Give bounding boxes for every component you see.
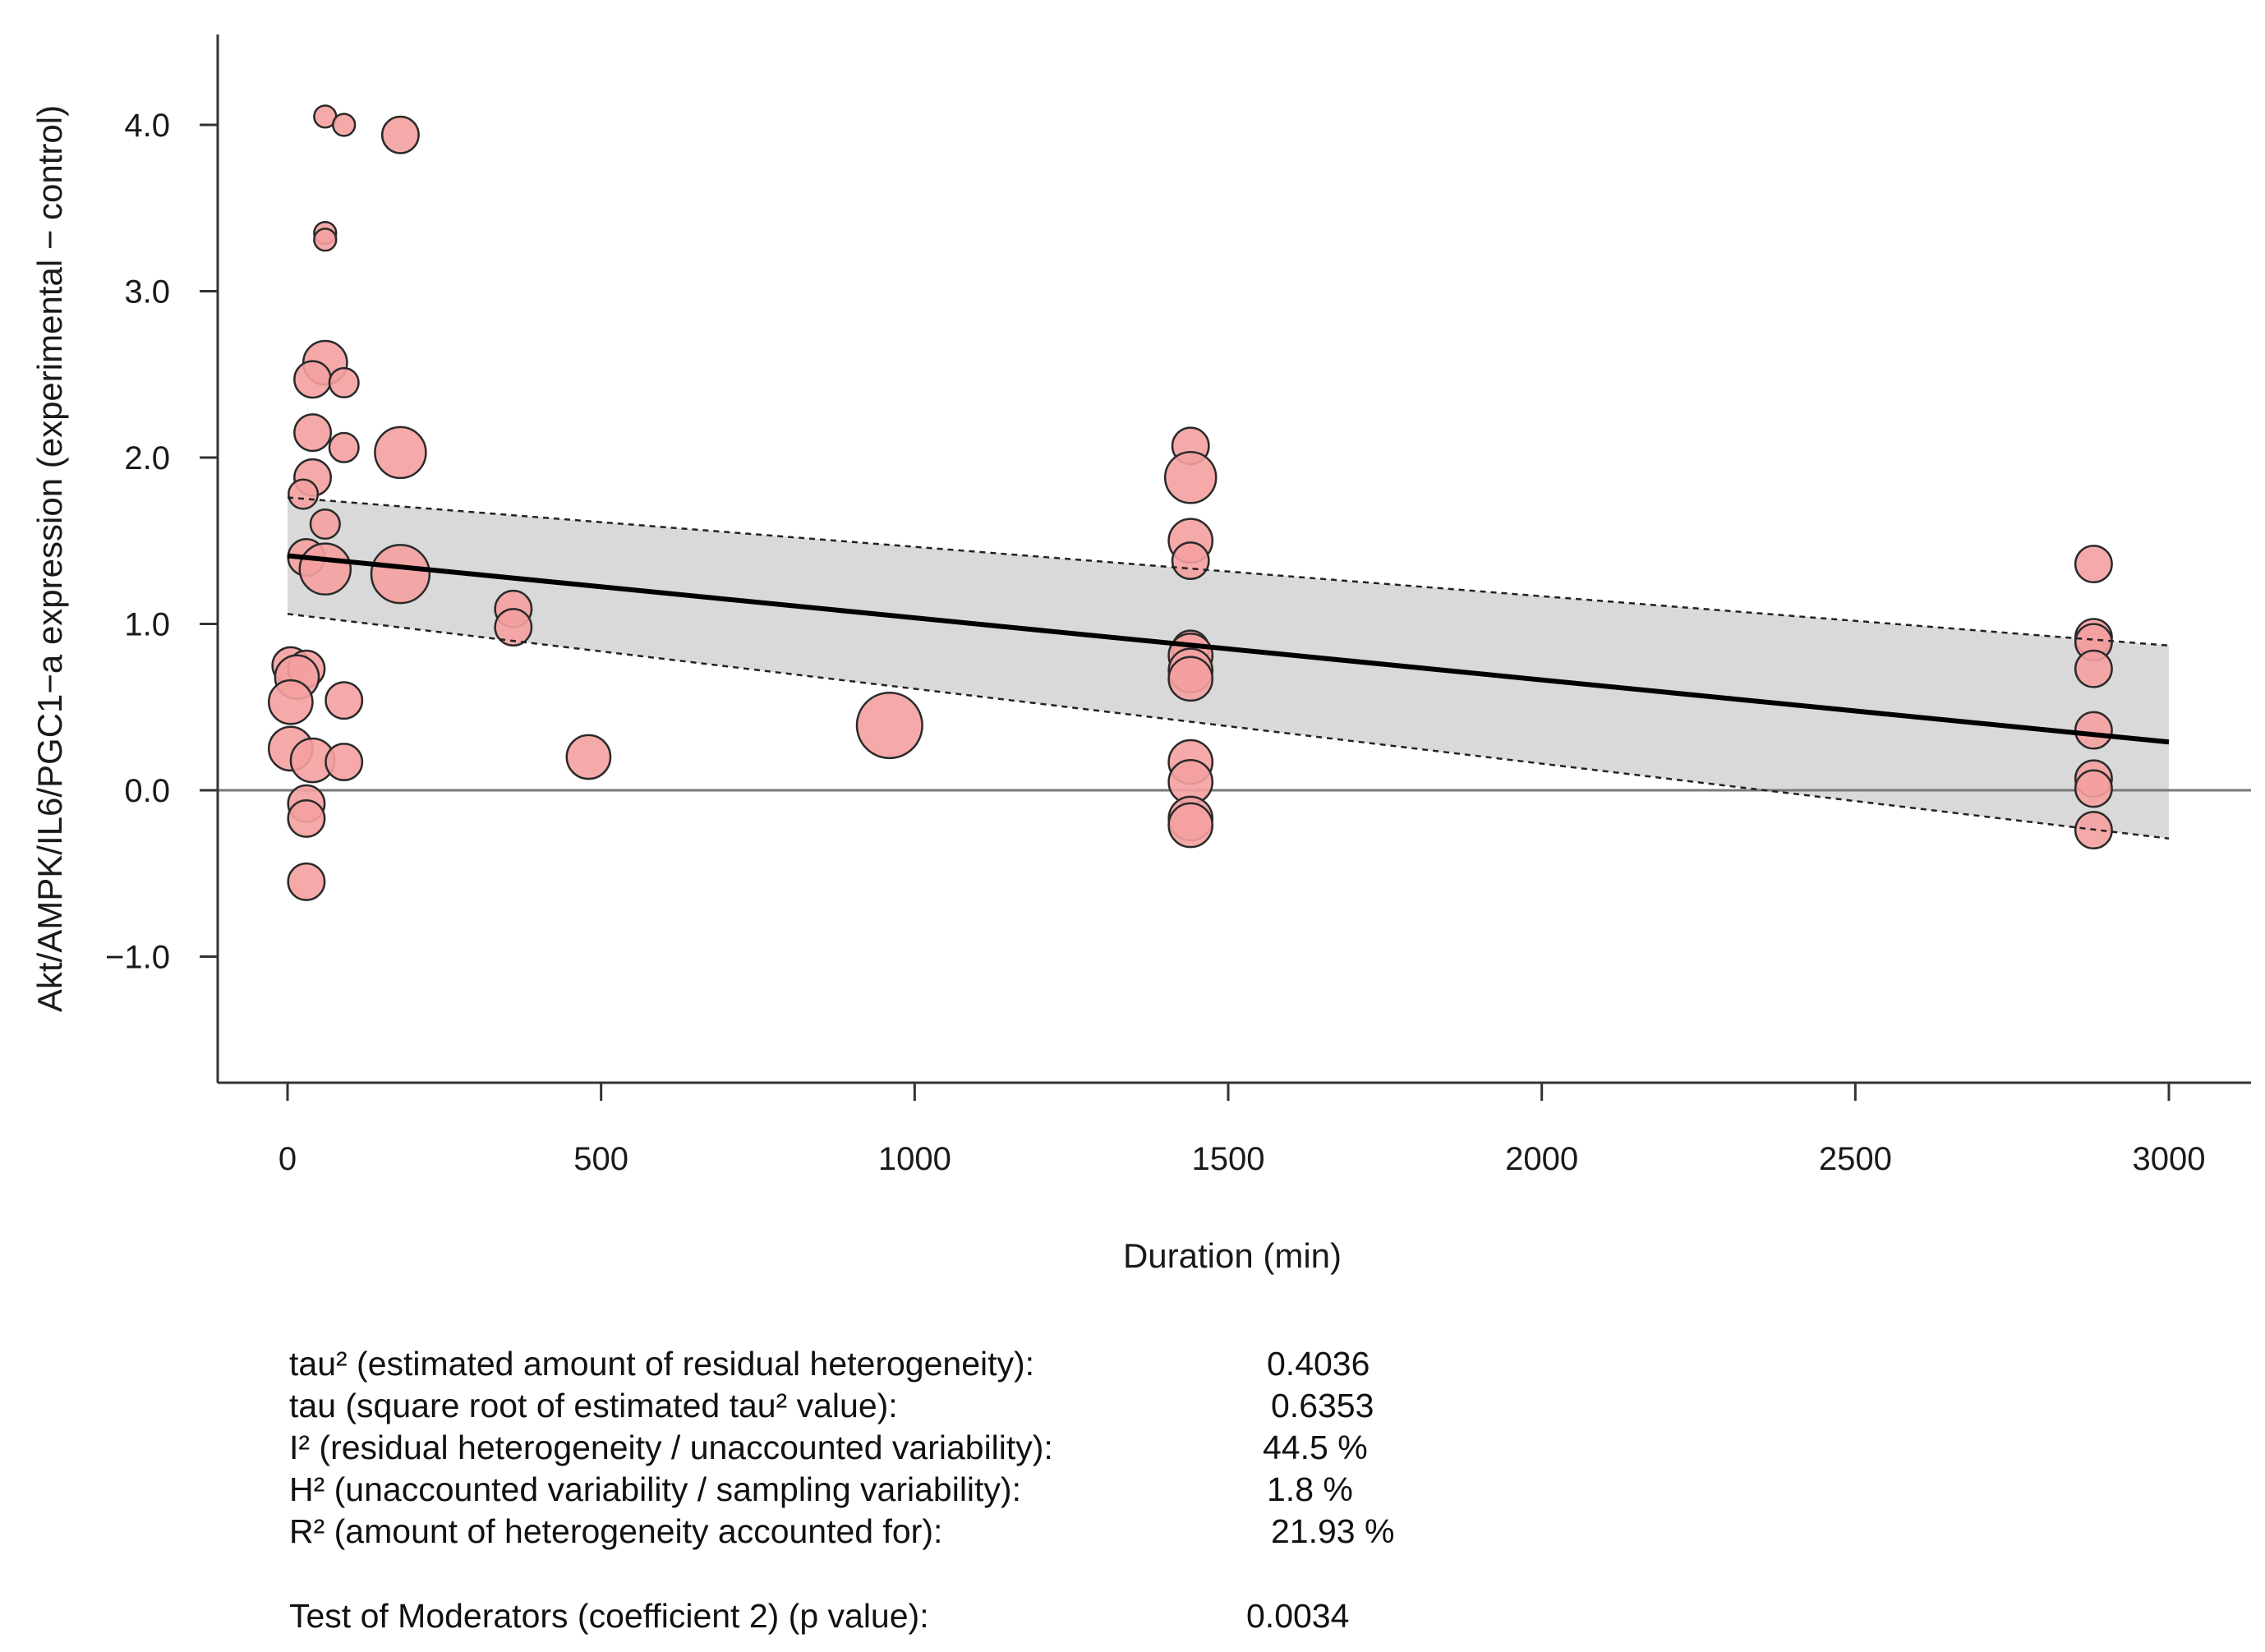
data-point (2074, 649, 2113, 688)
data-point (293, 360, 332, 399)
stat-value: 0.4036 (1267, 1345, 1370, 1383)
x-tick-label: 2500 (1819, 1141, 1892, 1177)
data-point (287, 862, 326, 901)
confidence-band (288, 497, 2169, 839)
ci-upper-line (287, 496, 2170, 647)
stat-label: I² (residual heterogeneity / unaccounted… (289, 1429, 1053, 1466)
data-point (1167, 656, 1214, 702)
data-points-layer (267, 104, 2113, 901)
data-point (2074, 545, 2113, 584)
x-tick-label: 1500 (1192, 1141, 1265, 1177)
stat-value: 44.5 % (1263, 1429, 1368, 1466)
data-point (325, 681, 364, 720)
data-point (380, 115, 420, 154)
data-point (293, 413, 332, 453)
y-tick-label: 3.0 (124, 274, 170, 311)
stat-label: tau (square root of estimated tau² value… (289, 1387, 898, 1424)
data-point (1163, 451, 1218, 504)
y-tick-label: 1.0 (124, 607, 170, 643)
data-point (328, 431, 360, 463)
data-point (287, 798, 326, 838)
y-tick-label: 4.0 (124, 108, 170, 144)
x-tick-label: 2000 (1505, 1141, 1578, 1177)
x-tick-label: 500 (573, 1141, 628, 1177)
data-point (328, 366, 360, 398)
y-tick-label: −1.0 (105, 940, 170, 976)
y-tick-label: 0.0 (124, 773, 170, 809)
stat-label: R² (amount of heterogeneity accounted fo… (289, 1512, 943, 1550)
data-point (313, 228, 338, 252)
x-tick-label: 3000 (2133, 1141, 2206, 1177)
data-point (1167, 802, 1214, 849)
regression-layer (287, 496, 2170, 840)
data-point (2074, 711, 2113, 750)
data-point (494, 608, 533, 647)
data-point (370, 544, 431, 605)
stat-value: 0.0034 (1246, 1597, 1350, 1635)
stat-value: 21.93 % (1271, 1512, 1395, 1550)
data-point (288, 478, 320, 510)
x-axis-title: Duration (min) (1123, 1236, 1342, 1275)
data-point (1171, 541, 1210, 580)
data-point (374, 426, 427, 480)
stat-label: Test of Moderators (coefficient 2) (p va… (289, 1597, 929, 1635)
ticks-layer: 0 500 1000 1500 2000 2500 3000 −1.0 0.0 1.0 2.0 3.0… (105, 108, 2205, 1177)
data-point (855, 691, 923, 760)
regression-line (287, 553, 2170, 745)
data-point (298, 542, 352, 596)
data-point (565, 734, 612, 780)
stat-value: 0.6353 (1271, 1387, 1374, 1424)
stat-label: H² (unaccounted variability / sampling v… (289, 1470, 1021, 1508)
axes-layer (216, 35, 2251, 1084)
data-point (332, 113, 357, 137)
stat-label: tau² (estimated amount of residual heter… (289, 1345, 1035, 1383)
data-point (309, 508, 341, 541)
stat-value: 1.8 % (1267, 1470, 1353, 1508)
x-tick-label: 0 (279, 1141, 297, 1177)
y-tick-label: 2.0 (124, 440, 170, 476)
x-tick-label: 1000 (878, 1141, 951, 1177)
data-point (267, 679, 314, 725)
y-axis-title: Akt/AMPK/IL6/PGC1−a expression (experime… (30, 105, 69, 1012)
data-point (325, 743, 364, 782)
data-point (2074, 769, 2113, 808)
confidence-band-layer (288, 497, 2169, 839)
